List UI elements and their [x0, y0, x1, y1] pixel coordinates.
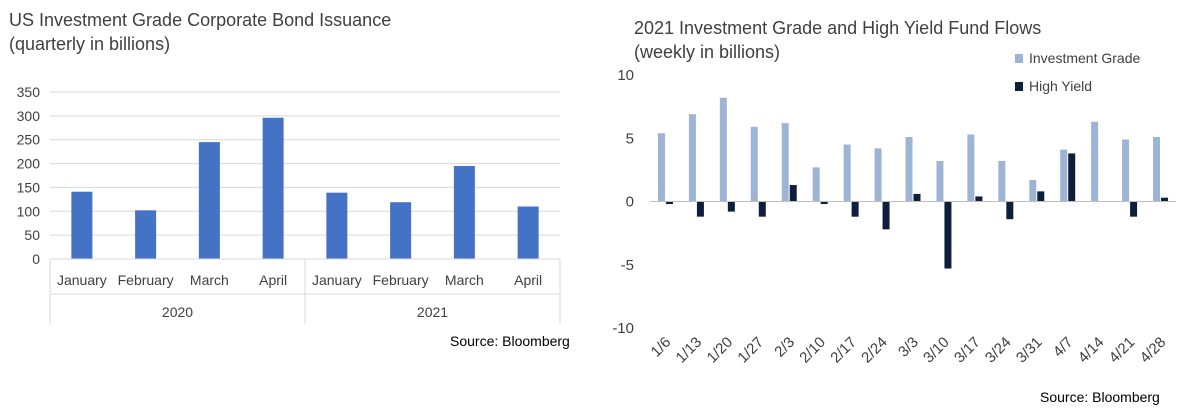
x-category-label: January [312, 272, 362, 288]
x-category-label: 4/28 [1137, 334, 1170, 367]
issuance-bar [262, 117, 284, 259]
fund-flows-chart-title: 2021 Investment Grade and High Yield Fun… [634, 16, 1041, 64]
issuance-subtitle-line: (quarterly in billions) [9, 34, 171, 54]
fund-flows-chart-panel: 2021 Investment Grade and High Yield Fun… [598, 0, 1189, 416]
x-category-label: 4/14 [1075, 334, 1108, 367]
investment-grade-bar [657, 133, 665, 202]
legend-label: High Yield [1029, 78, 1092, 94]
investment-grade-bar [812, 167, 820, 202]
investment-grade-bar [936, 161, 944, 202]
x-category-label: February [373, 272, 429, 288]
issuance-chart-panel: US Investment Grade Corporate Bond Issua… [0, 0, 590, 416]
issuance-bar [453, 165, 475, 259]
high-yield-bar [1161, 197, 1169, 202]
x-category-label: 3/3 [895, 334, 922, 361]
y-tick-label: 200 [17, 156, 41, 172]
y-tick-label: 150 [17, 179, 41, 195]
issuance-source-label: Source: Bloomberg [450, 333, 570, 349]
x-category-label: January [57, 272, 107, 288]
x-category-label: February [118, 272, 174, 288]
high-yield-bar [758, 201, 766, 217]
legend-swatch [1015, 54, 1023, 63]
investment-grade-bar [719, 97, 727, 202]
investment-grade-bar [874, 148, 882, 202]
high-yield-bar [851, 201, 859, 217]
x-category-label: 1/6 [648, 334, 675, 361]
x-category-label: 3/31 [1013, 334, 1046, 367]
y-tick-label: 10 [617, 67, 634, 84]
y-tick-label: 350 [17, 84, 41, 100]
x-category-label: 1/27 [734, 334, 767, 367]
high-yield-bar [1130, 201, 1138, 217]
high-yield-bar [944, 201, 952, 269]
issuance-title-line: US Investment Grade Corporate Bond Issua… [9, 10, 392, 30]
y-tick-label: 5 [626, 130, 634, 147]
x-group-label: 2021 [417, 304, 448, 320]
fund-flows-title-line: 2021 Investment Grade and High Yield Fun… [634, 18, 1042, 38]
investment-grade-bar [967, 134, 975, 202]
investment-grade-bar [750, 126, 758, 202]
x-category-label: 1/13 [673, 334, 706, 367]
issuance-bar [71, 191, 93, 259]
issuance-chart-title: US Investment Grade Corporate Bond Issua… [9, 8, 391, 56]
x-category-label: April [259, 272, 287, 288]
investment-grade-bar [1060, 149, 1068, 202]
issuance-bar [326, 192, 348, 259]
y-tick-label: -5 [621, 257, 634, 274]
issuance-chart-svg: 0 50 100 150 200 250 300 350 January February Marc… [17, 84, 561, 324]
x-category-label: 3/10 [920, 334, 953, 367]
y-tick-label: 300 [17, 108, 41, 124]
investment-grade-bar [781, 123, 789, 202]
x-category-label: 2/24 [858, 334, 891, 367]
x-category-label: 4/21 [1106, 334, 1139, 367]
fund-flows-source-label: Source: Bloomberg [1040, 389, 1160, 405]
investment-grade-bar [688, 114, 696, 202]
investment-grade-bar [1153, 136, 1161, 202]
x-category-label: 2/17 [827, 334, 860, 367]
high-yield-bar [727, 201, 735, 212]
high-yield-bar [1068, 153, 1076, 202]
high-yield-bar [1006, 201, 1014, 220]
y-tick-label: 50 [24, 227, 40, 243]
investment-grade-bar [905, 136, 913, 202]
issuance-bar [390, 202, 412, 259]
issuance-bar [135, 210, 157, 259]
high-yield-bar [975, 196, 983, 202]
x-category-label: 3/24 [982, 334, 1015, 367]
high-yield-bar [913, 193, 921, 202]
investment-grade-bar [843, 144, 851, 202]
y-tick-label: 0 [626, 194, 634, 211]
legend-swatch [1015, 82, 1023, 91]
high-yield-bar [820, 201, 828, 205]
high-yield-bar [696, 201, 704, 217]
x-category-label: 3/17 [951, 334, 984, 367]
high-yield-bar [665, 201, 673, 205]
legend-label: Investment Grade [1029, 50, 1140, 66]
x-category-label: April [514, 272, 542, 288]
x-category-label: 2/10 [796, 334, 829, 367]
issuance-bar [198, 142, 220, 259]
investment-grade-bar [998, 161, 1006, 202]
high-yield-bar [882, 201, 890, 230]
investment-grade-bar [1091, 121, 1099, 202]
y-tick-label: -10 [612, 320, 634, 337]
x-category-label: March [190, 272, 229, 288]
y-tick-label: 100 [17, 203, 41, 219]
x-category-label: March [445, 272, 484, 288]
investment-grade-bar [1122, 139, 1130, 202]
x-category-label: 1/20 [704, 334, 737, 367]
high-yield-bar [1037, 191, 1045, 202]
x-group-label: 2020 [162, 304, 193, 320]
fund-flows-subtitle-line: (weekly in billions) [634, 42, 781, 62]
x-category-label: 4/7 [1050, 334, 1077, 361]
high-yield-bar [789, 185, 797, 202]
y-tick-label: 0 [32, 251, 40, 267]
investment-grade-bar [1029, 179, 1037, 202]
y-tick-label: 250 [17, 132, 41, 148]
issuance-bar [517, 206, 539, 259]
x-category-label: 2/3 [771, 334, 798, 361]
